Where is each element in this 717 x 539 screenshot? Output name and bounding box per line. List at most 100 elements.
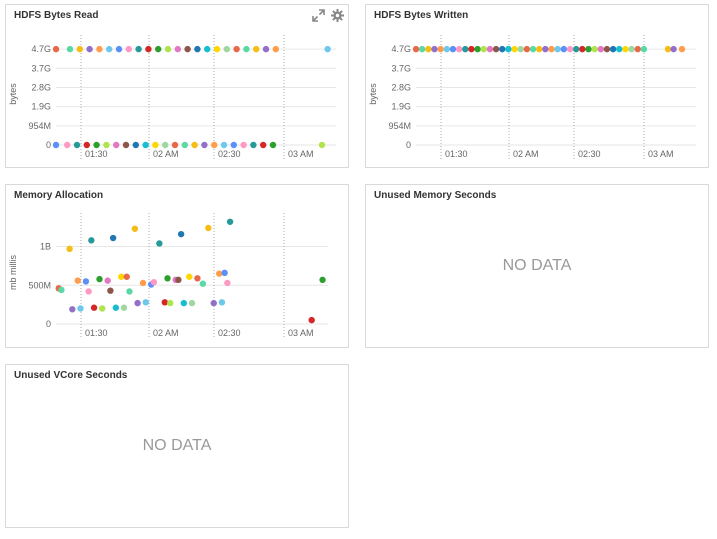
- data-point[interactable]: [135, 45, 142, 53]
- data-point[interactable]: [324, 45, 331, 53]
- data-point[interactable]: [480, 45, 487, 53]
- data-point[interactable]: [418, 45, 426, 53]
- data-point[interactable]: [560, 45, 568, 53]
- data-point[interactable]: [523, 45, 531, 53]
- data-point[interactable]: [113, 141, 120, 149]
- data-point[interactable]: [104, 277, 111, 284]
- data-point[interactable]: [670, 45, 677, 53]
- data-point[interactable]: [69, 306, 76, 313]
- data-point[interactable]: [640, 45, 648, 53]
- data-point[interactable]: [177, 230, 185, 238]
- data-point[interactable]: [319, 276, 326, 284]
- expand-icon[interactable]: [311, 8, 325, 22]
- data-point[interactable]: [597, 45, 604, 53]
- data-point[interactable]: [139, 279, 147, 287]
- data-point[interactable]: [120, 304, 128, 311]
- data-point[interactable]: [269, 141, 277, 149]
- data-point[interactable]: [52, 141, 60, 149]
- data-point[interactable]: [74, 277, 81, 284]
- data-point[interactable]: [536, 45, 543, 53]
- data-point[interactable]: [468, 45, 475, 53]
- data-point[interactable]: [223, 45, 230, 53]
- data-point[interactable]: [125, 45, 132, 53]
- data-point[interactable]: [93, 141, 100, 149]
- data-point[interactable]: [221, 269, 228, 277]
- data-point[interactable]: [150, 278, 158, 286]
- data-point[interactable]: [517, 45, 524, 53]
- data-point[interactable]: [96, 45, 103, 53]
- data-point[interactable]: [220, 141, 228, 149]
- data-point[interactable]: [175, 276, 182, 284]
- data-point[interactable]: [194, 45, 201, 53]
- data-point[interactable]: [443, 45, 450, 53]
- data-point[interactable]: [82, 278, 90, 285]
- data-point[interactable]: [678, 45, 686, 53]
- data-point[interactable]: [107, 287, 114, 294]
- data-point[interactable]: [462, 45, 469, 53]
- data-point[interactable]: [118, 273, 125, 280]
- data-point[interactable]: [486, 45, 494, 53]
- data-point[interactable]: [308, 316, 315, 324]
- data-point[interactable]: [622, 45, 629, 53]
- data-point[interactable]: [211, 141, 218, 149]
- data-point[interactable]: [199, 280, 207, 287]
- data-point[interactable]: [66, 245, 73, 253]
- data-point[interactable]: [566, 45, 574, 53]
- data-point[interactable]: [511, 45, 518, 53]
- data-point[interactable]: [437, 45, 444, 53]
- data-point[interactable]: [233, 45, 240, 53]
- data-point[interactable]: [616, 45, 623, 53]
- data-point[interactable]: [474, 45, 481, 53]
- data-point[interactable]: [152, 141, 159, 149]
- data-point[interactable]: [218, 299, 226, 306]
- data-point[interactable]: [103, 141, 110, 149]
- data-point[interactable]: [171, 141, 179, 149]
- data-point[interactable]: [188, 299, 196, 307]
- data-point[interactable]: [83, 141, 91, 149]
- data-point[interactable]: [240, 141, 247, 149]
- data-point[interactable]: [492, 45, 500, 53]
- data-point[interactable]: [115, 45, 123, 53]
- data-point[interactable]: [191, 141, 198, 149]
- data-point[interactable]: [449, 45, 457, 53]
- data-point[interactable]: [77, 305, 84, 312]
- data-point[interactable]: [216, 270, 223, 277]
- data-point[interactable]: [112, 304, 120, 311]
- data-point[interactable]: [164, 275, 171, 282]
- data-point[interactable]: [64, 141, 71, 149]
- data-point[interactable]: [134, 299, 141, 307]
- data-point[interactable]: [253, 45, 260, 53]
- data-point[interactable]: [213, 45, 221, 53]
- data-point[interactable]: [603, 45, 611, 53]
- data-point[interactable]: [634, 45, 641, 53]
- data-point[interactable]: [90, 304, 98, 311]
- data-point[interactable]: [142, 141, 149, 149]
- data-point[interactable]: [499, 45, 506, 53]
- data-point[interactable]: [554, 45, 561, 53]
- data-point[interactable]: [585, 45, 592, 53]
- data-point[interactable]: [181, 141, 188, 149]
- data-point[interactable]: [109, 234, 117, 242]
- data-point[interactable]: [106, 45, 113, 53]
- data-point[interactable]: [542, 45, 549, 53]
- data-point[interactable]: [88, 237, 95, 244]
- data-point[interactable]: [529, 45, 537, 53]
- data-point[interactable]: [132, 141, 139, 149]
- data-point[interactable]: [86, 45, 93, 53]
- data-point[interactable]: [162, 141, 169, 149]
- data-point[interactable]: [230, 141, 237, 149]
- data-point[interactable]: [201, 141, 208, 149]
- data-point[interactable]: [186, 273, 193, 280]
- data-point[interactable]: [628, 45, 635, 53]
- data-point[interactable]: [145, 45, 152, 53]
- data-point[interactable]: [224, 279, 231, 287]
- data-point[interactable]: [73, 141, 81, 149]
- data-point[interactable]: [66, 45, 74, 53]
- data-point[interactable]: [505, 45, 512, 53]
- data-point[interactable]: [664, 45, 672, 53]
- data-point[interactable]: [180, 299, 188, 307]
- data-point[interactable]: [609, 45, 617, 53]
- data-point[interactable]: [122, 141, 130, 149]
- data-point[interactable]: [194, 275, 201, 282]
- data-point[interactable]: [85, 288, 92, 295]
